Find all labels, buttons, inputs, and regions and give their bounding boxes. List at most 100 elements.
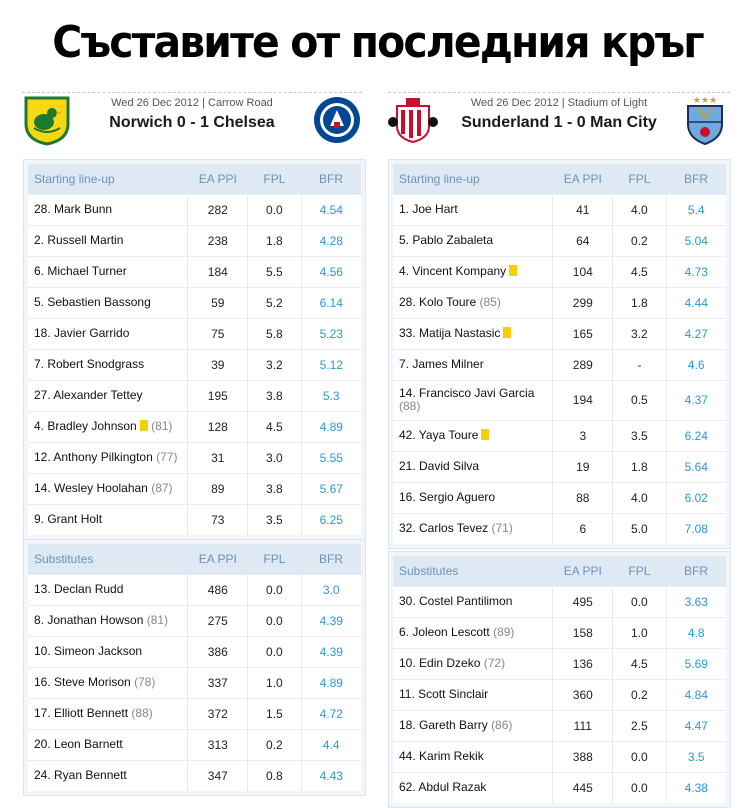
player-name: 4. Vincent Kompany — [399, 264, 507, 278]
ea-ppi-value: 64 — [552, 224, 613, 256]
ea-ppi-value: 89 — [187, 472, 248, 504]
column-header-bfr: BFR — [301, 164, 361, 194]
bfr-value: 3.5 — [665, 740, 726, 772]
ea-ppi-value: 289 — [552, 348, 613, 380]
fpl-value: 0.0 — [247, 573, 302, 605]
ea-ppi-value: 111 — [552, 709, 613, 741]
ea-ppi-value: 3 — [552, 419, 613, 451]
ea-ppi-value: 486 — [187, 573, 248, 605]
table-row: 6. Joleon Lescott (89) 158 1.0 4.8 — [393, 616, 726, 648]
column-header-fpl: FPL — [612, 556, 667, 586]
fpl-value: 0.8 — [247, 759, 302, 791]
sub-minute: (88) — [131, 706, 153, 720]
fpl-value: 1.8 — [247, 224, 302, 256]
player-name-cell: 7. Robert Snodgrass — [28, 348, 188, 380]
player-name-cell: 21. David Silva — [393, 450, 553, 482]
ea-ppi-value: 495 — [552, 585, 613, 617]
sunderland-crest-icon — [388, 98, 438, 144]
bfr-value: 5.55 — [300, 441, 361, 473]
ea-ppi-value: 6 — [552, 512, 613, 544]
fpl-value: 0.0 — [612, 585, 667, 617]
fpl-value: 4.5 — [247, 410, 302, 442]
ea-ppi-value: 165 — [552, 317, 613, 349]
table-row: 27. Alexander Tettey 195 3.8 5.3 — [28, 379, 361, 411]
ea-ppi-value: 158 — [552, 616, 613, 648]
bfr-value: 4.44 — [665, 286, 726, 318]
player-name-cell: 6. Michael Turner — [28, 255, 188, 287]
ea-ppi-value: 41 — [552, 193, 613, 225]
player-name: 5. Sebastien Bassong — [34, 295, 151, 309]
sub-minute: (89) — [493, 625, 515, 639]
player-name: 30. Costel Pantilimon — [399, 594, 513, 608]
match-meta: Wed 26 Dec 2012 | Carrow Road — [111, 97, 273, 109]
ea-ppi-value: 388 — [552, 740, 613, 772]
fpl-value: 1.0 — [612, 616, 667, 648]
bfr-value: 4.73 — [665, 255, 726, 287]
fpl-value: 5.8 — [247, 317, 302, 349]
yellow-card-icon — [509, 265, 518, 276]
player-name-cell: 11. Scott Sinclair — [393, 678, 553, 710]
column-header-bfr: BFR — [666, 164, 726, 194]
bfr-value: 4.39 — [300, 604, 361, 636]
player-name: 20. Leon Barnett — [34, 737, 123, 751]
column-header-player: Substitutes — [28, 544, 188, 574]
bfr-value: 4.54 — [300, 193, 361, 225]
player-name-cell: 28. Mark Bunn — [28, 193, 188, 225]
player-name-cell: 5. Pablo Zabaleta — [393, 224, 553, 256]
table-row: 5. Pablo Zabaleta 64 0.2 5.04 — [393, 224, 726, 256]
ea-ppi-value: 31 — [187, 441, 248, 473]
bfr-value: 4.38 — [665, 771, 726, 803]
page-title: Съставите от последния кръг — [52, 17, 704, 68]
fpl-value: 0.0 — [247, 635, 302, 667]
bfr-value: 5.69 — [665, 647, 726, 679]
player-name: 16. Steve Morison — [34, 675, 131, 689]
fpl-value: 1.8 — [612, 286, 667, 318]
bfr-value: 6.14 — [300, 286, 361, 318]
fpl-value: 3.8 — [247, 379, 302, 411]
yellow-card-icon — [139, 420, 148, 431]
player-name-cell: 9. Grant Holt — [28, 503, 188, 535]
ea-ppi-value: 360 — [552, 678, 613, 710]
player-name-cell: 18. Javier Garrido — [28, 317, 188, 349]
player-name-cell: 6. Joleon Lescott (89) — [393, 616, 553, 648]
bfr-value: 6.25 — [300, 503, 361, 535]
fpl-value: 0.2 — [612, 678, 667, 710]
table-header: Starting line-up EA PPI FPL BFR — [393, 164, 726, 194]
bfr-value: 3.0 — [300, 573, 361, 605]
player-name: 16. Sergio Aguero — [399, 490, 496, 504]
column-header-player: Starting line-up — [28, 164, 188, 194]
table-row: 10. Simeon Jackson 386 0.0 4.39 — [28, 635, 361, 667]
ea-ppi-value: 59 — [187, 286, 248, 318]
column-header-fpl: FPL — [612, 164, 667, 194]
sub-minute: (81) — [151, 419, 173, 433]
fpl-value: 0.0 — [247, 193, 302, 225]
bfr-value: 5.64 — [665, 450, 726, 482]
table-row: 7. Robert Snodgrass 39 3.2 5.12 — [28, 348, 361, 380]
sub-minute: (85) — [479, 295, 501, 309]
bfr-value: 6.24 — [665, 419, 726, 451]
table-row: 12. Anthony Pilkington (77) 31 3.0 5.55 — [28, 441, 361, 473]
bfr-value: 4.4 — [300, 728, 361, 760]
player-name-cell: 44. Karim Rekik — [393, 740, 553, 772]
ea-ppi-value: 73 — [187, 503, 248, 535]
table-row: 21. David Silva 19 1.8 5.64 — [393, 450, 726, 482]
sub-minute: (87) — [151, 481, 173, 495]
player-name: 28. Mark Bunn — [34, 202, 113, 216]
table-row: 18. Javier Garrido 75 5.8 5.23 — [28, 317, 361, 349]
player-name: 4. Bradley Johnson — [34, 419, 137, 433]
ea-ppi-value: 194 — [552, 379, 613, 420]
player-name: 2. Russell Martin — [34, 233, 124, 247]
player-name-cell: 27. Alexander Tettey — [28, 379, 188, 411]
fpl-value: 0.0 — [612, 740, 667, 772]
fpl-value: 0.0 — [247, 604, 302, 636]
player-name-cell: 10. Edin Dzeko (72) — [393, 647, 553, 679]
bfr-value: 5.4 — [665, 193, 726, 225]
ea-ppi-value: 313 — [187, 728, 248, 760]
player-name: 14. Wesley Hoolahan — [34, 481, 148, 495]
player-name: 6. Joleon Lescott — [399, 625, 490, 639]
fpl-value: 3.5 — [612, 419, 667, 451]
yellow-card-icon — [481, 429, 490, 440]
norwich-crest-icon — [24, 96, 70, 146]
ea-ppi-value: 75 — [187, 317, 248, 349]
player-name: 1. Joe Hart — [399, 202, 458, 216]
